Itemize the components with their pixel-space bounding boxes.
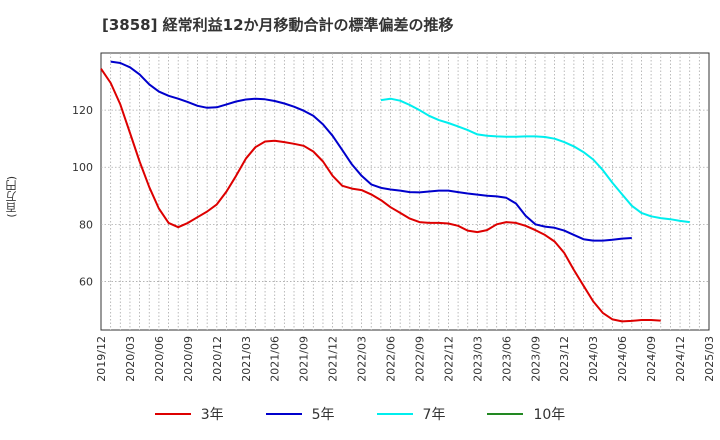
x-tick-label: 2020/09 (182, 336, 195, 382)
x-ticks: 2019/12 2020/03 2020/06 2020/09 2020/12 2021/… (95, 336, 716, 382)
legend-item: 7年 (376, 404, 446, 424)
x-tick-label: 2022/12 (442, 336, 455, 382)
series-line (100, 68, 661, 323)
chart-title: [3858] 経常利益12か月移動合計の標準偏差の推移 (102, 16, 454, 34)
x-tick-label: 2024/06 (616, 336, 629, 382)
legend-label: 10年 (533, 407, 566, 423)
series-line (110, 60, 632, 242)
legend-label: 7年 (422, 407, 446, 423)
x-tick-label: 2022/03 (356, 336, 369, 382)
x-tick-label: 2020/12 (211, 336, 224, 382)
legend-swatch (154, 413, 191, 415)
legend-item: 5年 (265, 404, 335, 424)
x-tick-label: 2021/03 (240, 336, 253, 382)
x-tick-label: 2022/06 (385, 336, 398, 382)
x-tick-label: 2021/12 (327, 336, 340, 382)
legend-swatch (376, 413, 413, 415)
legend: 3年 5年 7年 10年 (0, 404, 720, 424)
x-tick-label: 2023/03 (471, 336, 484, 382)
x-tick-label: 2023/12 (558, 336, 571, 382)
x-tick-label: 2021/09 (298, 336, 311, 382)
y-tick-label: 100 (72, 161, 93, 174)
x-tick-label: 2021/06 (269, 336, 282, 382)
legend-label: 3年 (200, 407, 224, 423)
series-lines (100, 60, 690, 323)
series-line (380, 97, 690, 224)
y-ticks: 60 80 100 120 (72, 104, 93, 288)
y-tick-label: 60 (79, 275, 93, 288)
y-tick-label: 80 (79, 218, 93, 231)
x-tick-label: 2023/06 (500, 336, 513, 382)
x-tick-label: 2019/12 (95, 336, 108, 382)
x-tick-label: 2024/12 (674, 336, 687, 382)
x-tick-label: 2023/09 (529, 336, 542, 382)
legend-item: 10年 (487, 404, 565, 424)
x-tick-label: 2024/03 (587, 336, 600, 382)
legend-item: 3年 (154, 404, 224, 424)
x-tick-label: 2022/09 (413, 336, 426, 382)
legend-swatch (487, 413, 524, 415)
legend-swatch (265, 413, 302, 415)
x-tick-label: 2020/06 (153, 336, 166, 382)
x-tick-label: 2020/03 (124, 336, 137, 382)
x-tick-label: 2024/09 (645, 336, 658, 382)
legend-label: 5年 (311, 407, 335, 423)
y-tick-label: 120 (72, 104, 93, 117)
x-tick-label: 2025/03 (703, 336, 716, 382)
